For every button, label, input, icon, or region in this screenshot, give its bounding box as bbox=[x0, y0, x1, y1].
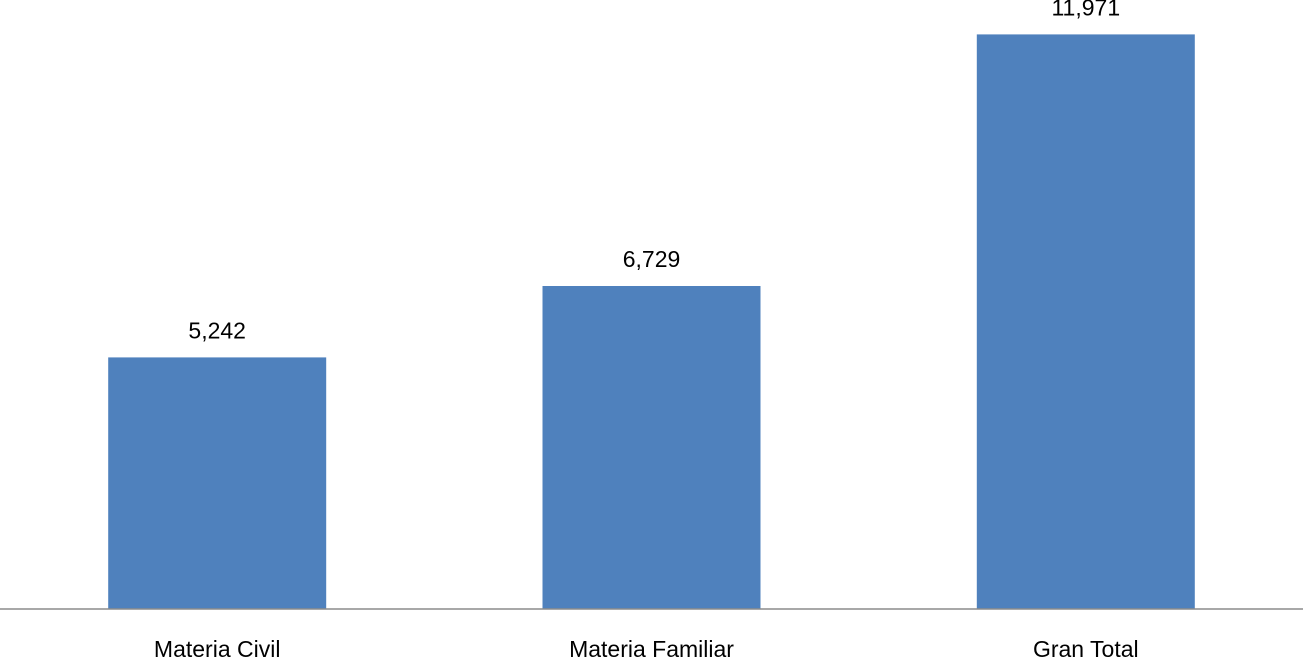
x-tick-label-3: Gran Total bbox=[1033, 636, 1139, 660]
data-label-2: 6,729 bbox=[623, 246, 681, 272]
data-label-1: 5,242 bbox=[188, 317, 246, 343]
x-tick-label-2: Materia Familiar bbox=[569, 636, 734, 660]
bar-2 bbox=[542, 286, 761, 609]
data-label-3: 11,971 bbox=[1051, 0, 1120, 20]
x-tick-label-1: Materia Civil bbox=[154, 636, 281, 660]
x-tick-labels-layer: Materia Civil Materia Familiar Gran Total bbox=[154, 636, 1139, 660]
bar-3 bbox=[976, 34, 1195, 609]
data-labels-layer: 5,242 6,729 11,971 bbox=[188, 0, 1120, 343]
bar-1 bbox=[108, 357, 327, 609]
bars-layer bbox=[108, 34, 1195, 609]
